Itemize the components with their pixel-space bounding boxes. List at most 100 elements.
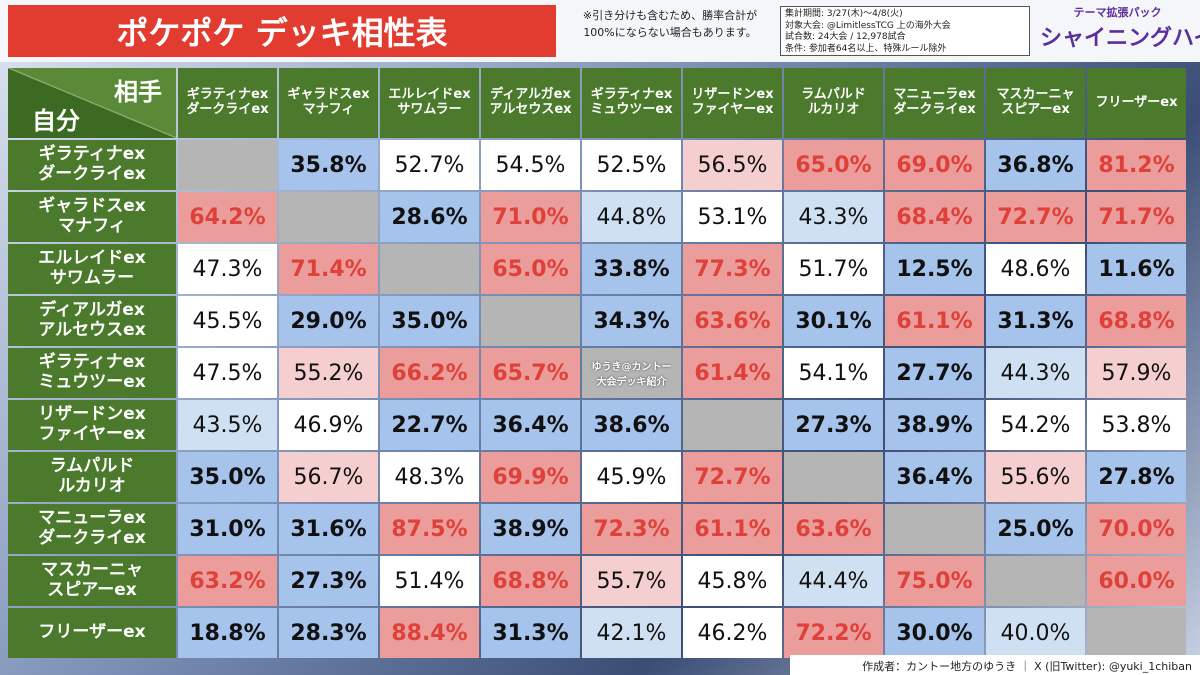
note-line: ※引き分けも含むため、勝率合計が — [582, 9, 758, 22]
value-cell: 18.8% — [178, 608, 277, 658]
value-cell: 64.2% — [178, 192, 277, 242]
column-header: エルレイドex サワムラー — [380, 68, 479, 138]
row-header-line: サワムラー — [49, 268, 135, 288]
corner-top: 相手 — [114, 78, 162, 106]
column-header: ラムパルド ルカリオ — [784, 68, 883, 138]
row-header-line: ミュウツーex — [38, 372, 146, 392]
value-cell: 12.5% — [885, 244, 984, 294]
column-header-line: ミュウツーex — [590, 102, 673, 117]
column-header-line: ダークライex — [893, 102, 976, 117]
value-cell: 72.7% — [683, 452, 782, 502]
value-cell: 30.0% — [885, 608, 984, 658]
column-header-line: スピアーex — [1001, 102, 1070, 117]
column-header-line: ルカリオ — [807, 102, 860, 117]
column-header: リザードンex ファイヤーex — [683, 68, 782, 138]
column-header: フリーザーex — [1087, 68, 1186, 138]
empty-cell — [683, 400, 782, 450]
value-cell: 65.0% — [481, 244, 580, 294]
column-header-line: アルセウスex — [489, 102, 572, 117]
value-cell: 71.4% — [279, 244, 378, 294]
row-header-line: アルセウスex — [38, 320, 146, 340]
row-header-line: ギラティナex — [38, 144, 146, 165]
value-cell: 68.4% — [885, 192, 984, 242]
row-header-line: スピアーex — [47, 580, 137, 600]
value-cell: 77.3% — [683, 244, 782, 294]
info-line: 対象大会: @LimitlessTCG 上の海外大会 — [785, 20, 951, 31]
value-cell: 53.1% — [683, 192, 782, 242]
column-header-line: ディアルガex — [490, 87, 571, 103]
empty-cell — [178, 140, 277, 190]
value-cell: 31.0% — [178, 504, 277, 554]
value-cell: 55.2% — [279, 348, 378, 398]
value-cell: 56.5% — [683, 140, 782, 190]
row-header: マスカーニャ スピアーex — [8, 556, 176, 606]
column-header-line: マスカーニャ — [996, 87, 1075, 103]
value-cell: 52.5% — [582, 140, 681, 190]
empty-cell — [481, 296, 580, 346]
watermark-line: 大会デッキ紹介 — [596, 377, 667, 388]
column-header-line: ギラティナex — [186, 87, 269, 103]
value-cell: 27.3% — [784, 400, 883, 450]
empty-cell — [1087, 608, 1186, 658]
title: ポケポケ デッキ相性表 — [8, 5, 556, 57]
value-cell: 55.6% — [986, 452, 1085, 502]
value-cell: 27.7% — [885, 348, 984, 398]
empty-cell — [279, 192, 378, 242]
row-header-line: リザードンex — [38, 404, 146, 425]
value-cell: 28.6% — [380, 192, 479, 242]
value-cell: 53.8% — [1087, 400, 1186, 450]
value-cell: 61.1% — [683, 504, 782, 554]
value-cell: 33.8% — [582, 244, 681, 294]
value-cell: 30.1% — [784, 296, 883, 346]
column-header-line: フリーザーex — [1095, 94, 1178, 110]
row-header: ラムパルド ルカリオ — [8, 452, 176, 502]
value-cell: 44.3% — [986, 348, 1085, 398]
row-header-line: ラムパルド — [49, 456, 135, 477]
info-line: 集計期間: 3/27(木)〜4/8(火) — [785, 9, 903, 19]
value-cell: 69.9% — [481, 452, 580, 502]
value-cell: 36.8% — [986, 140, 1085, 190]
column-header-line: ギャラドスex — [287, 87, 370, 103]
row-header-line: ディアルガex — [39, 300, 145, 321]
empty-cell: ゆうき@カントー 大会デッキ紹介 — [582, 348, 681, 398]
value-cell: 65.7% — [481, 348, 580, 398]
column-header: ディアルガex アルセウスex — [481, 68, 580, 138]
value-cell: 55.7% — [582, 556, 681, 606]
value-cell: 87.5% — [380, 504, 479, 554]
value-cell: 35.0% — [380, 296, 479, 346]
info-line: 条件: 参加者64名以上、特殊ルール除外 — [785, 44, 947, 55]
value-cell: 72.2% — [784, 608, 883, 658]
value-cell: 36.4% — [481, 400, 580, 450]
value-cell: 69.0% — [885, 140, 984, 190]
value-cell: 54.2% — [986, 400, 1085, 450]
value-cell: 51.4% — [380, 556, 479, 606]
value-cell: 56.7% — [279, 452, 378, 502]
column-header-line: マナフィ — [302, 102, 355, 117]
column-header-line: ラムパルド — [801, 87, 866, 103]
column-header: マニューラex ダークライex — [885, 68, 984, 138]
column-header: ギャラドスex マナフィ — [279, 68, 378, 138]
value-cell: 61.1% — [885, 296, 984, 346]
value-cell: 71.7% — [1087, 192, 1186, 242]
value-cell: 43.3% — [784, 192, 883, 242]
row-header-line: ギャラドスex — [38, 196, 146, 217]
column-header-line: サワムラー — [397, 102, 462, 117]
logo-line: テーマ拡張パック — [1073, 6, 1162, 19]
value-cell: 68.8% — [481, 556, 580, 606]
value-cell: 27.8% — [1087, 452, 1186, 502]
column-header-line: マニューラex — [893, 87, 976, 103]
value-cell: 31.3% — [481, 608, 580, 658]
value-cell: 25.0% — [986, 504, 1085, 554]
value-cell: 27.3% — [279, 556, 378, 606]
row-header: ディアルガex アルセウスex — [8, 296, 176, 346]
note: ※引き分けも含むため、勝率合計が 100%にならない場合もあります。 — [570, 8, 770, 54]
note-line: 100%にならない場合もあります。 — [583, 25, 757, 39]
value-cell: 72.7% — [986, 192, 1085, 242]
row-header-line: ダークライex — [38, 164, 146, 184]
value-cell: 44.8% — [582, 192, 681, 242]
row-header-line: ファイヤーex — [38, 424, 146, 444]
row-header-line: ギラティナex — [38, 352, 146, 373]
value-cell: 54.1% — [784, 348, 883, 398]
value-cell: 60.0% — [1087, 556, 1186, 606]
